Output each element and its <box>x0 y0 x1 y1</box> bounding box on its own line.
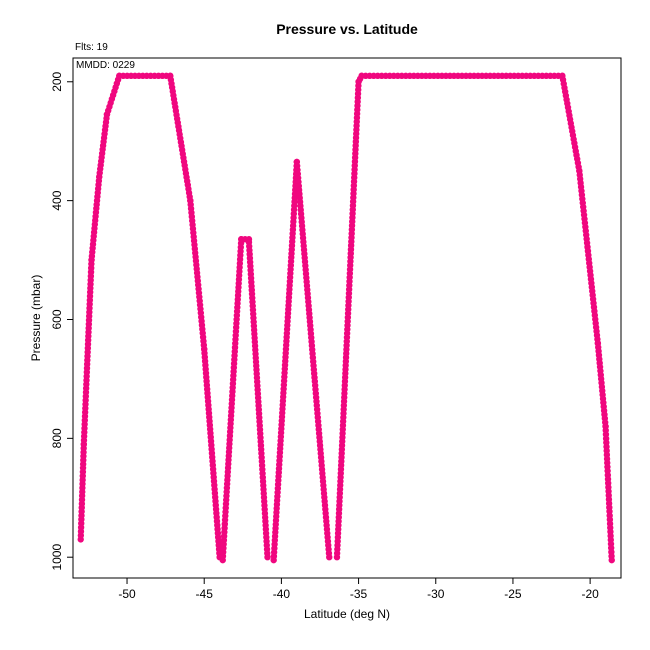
y-tick-label: 800 <box>50 428 64 448</box>
y-axis-label: Pressure (mbar) <box>29 275 43 362</box>
x-tick-label: -25 <box>504 587 522 601</box>
y-tick-label: 400 <box>50 190 64 210</box>
x-tick-label: -45 <box>196 587 214 601</box>
y-tick-label: 1000 <box>50 544 64 571</box>
plot-frame <box>72 57 622 579</box>
x-tick-label: -50 <box>118 587 136 601</box>
y-tick-label: 200 <box>50 71 64 91</box>
y-tick-label: 600 <box>50 309 64 329</box>
y-axis: 200 400 600 800 1000 <box>50 71 73 571</box>
x-tick-label: -40 <box>273 587 291 601</box>
flights-annotation: Flts: 19 <box>75 42 108 53</box>
data-point <box>264 554 271 561</box>
data-points <box>77 72 615 564</box>
x-axis-label: Latitude (deg N) <box>304 607 390 621</box>
data-point <box>608 556 615 564</box>
chart-title: Pressure vs. Latitude <box>276 21 418 37</box>
date-annotation: MMDD: 0229 <box>76 60 135 71</box>
data-point <box>326 554 333 561</box>
x-tick-label: -20 <box>581 587 599 601</box>
x-tick-label: -35 <box>350 587 368 601</box>
x-axis: -50 -45 -40 -35 -30 -25 -20 <box>118 578 599 601</box>
x-tick-label: -30 <box>427 587 445 601</box>
